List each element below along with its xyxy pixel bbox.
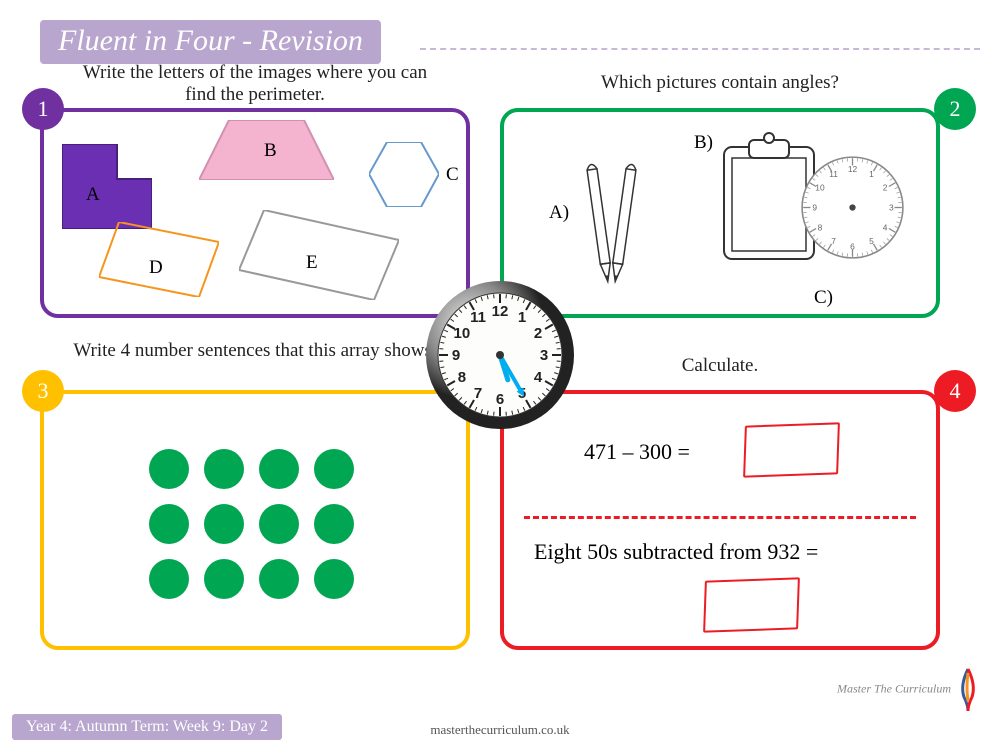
svg-text:3: 3 [889,203,894,213]
q4-prompt: Calculate. [610,355,830,377]
array-dot [204,449,244,489]
q4-answer2 [703,577,800,632]
array-dot [259,559,299,599]
shape-e-rect [239,210,399,300]
shape-a-lshape [62,144,152,229]
q1-box: A B C D E [40,108,470,318]
footer-url: masterthecurriculum.co.uk [430,722,569,738]
q3-box [40,390,470,650]
svg-text:7: 7 [831,236,836,246]
badge-3: 3 [22,370,64,412]
brand-mark: Master The Curriculum [837,667,982,712]
array-dot [259,504,299,544]
title-dotted-line [420,48,980,50]
pencils-icon [584,154,644,284]
svg-text:8: 8 [458,369,466,386]
svg-text:3: 3 [540,347,548,364]
svg-text:9: 9 [812,203,817,213]
svg-text:10: 10 [454,325,471,342]
svg-text:9: 9 [452,347,460,364]
svg-text:11: 11 [470,309,486,326]
array-dot [259,449,299,489]
badge-4: 4 [934,370,976,412]
array-dot [149,559,189,599]
array-dot [314,559,354,599]
label-e: E [306,252,318,274]
label-2c: C) [814,287,833,309]
q4-divider [524,516,916,519]
svg-text:7: 7 [474,385,482,402]
label-c: C [446,164,459,186]
small-clock-icon: 1212 345 678 91011 [800,155,905,260]
q1-prompt: Write the letters of the images where yo… [70,62,440,106]
array-dot [314,449,354,489]
svg-text:6: 6 [496,391,504,408]
svg-text:8: 8 [818,223,823,233]
q4-line2: Eight 50s subtracted from 932 = [534,539,818,565]
q2-prompt: Which pictures contain angles? [540,72,900,94]
page-title: Fluent in Four - Revision [58,24,363,57]
array-dot [149,449,189,489]
label-d: D [149,257,163,279]
q3-prompt: Write 4 number sentences that this array… [70,340,440,362]
svg-text:2: 2 [534,325,542,342]
label-a: A [86,184,100,206]
svg-text:1: 1 [518,309,526,326]
badge-2: 2 [934,88,976,130]
label-2a: A) [549,202,569,224]
svg-text:10: 10 [815,183,825,193]
shape-c-hexagon [369,142,439,207]
svg-text:4: 4 [883,223,888,233]
label-b: B [264,140,277,162]
flame-icon [954,667,982,712]
q4-answer1 [743,422,840,477]
title-bar: Fluent in Four - Revision [40,20,381,64]
array-dot [149,504,189,544]
svg-text:4: 4 [534,369,543,386]
svg-text:2: 2 [883,183,888,193]
badge-1: 1 [22,88,64,130]
svg-text:12: 12 [492,303,509,320]
array-dot [314,504,354,544]
center-clock: 123456789101112 [425,280,575,430]
array-dot [204,504,244,544]
label-2b: B) [694,132,713,154]
q4-line1: 471 – 300 = [584,439,690,465]
array-dot [204,559,244,599]
footer-tag: Year 4: Autumn Term: Week 9: Day 2 [12,714,282,740]
